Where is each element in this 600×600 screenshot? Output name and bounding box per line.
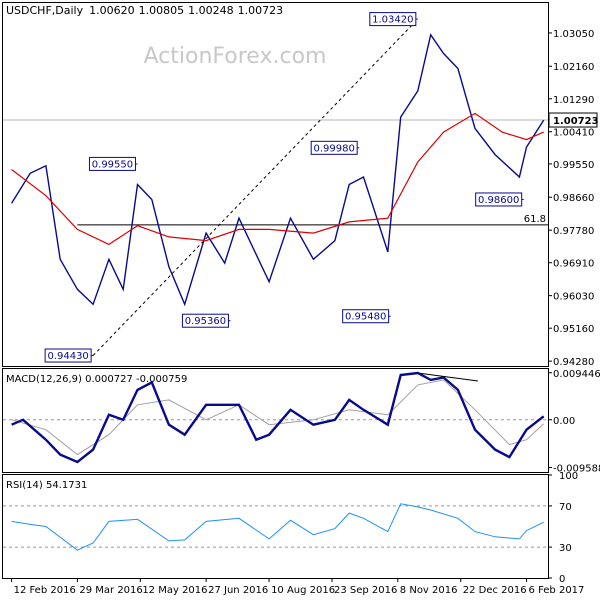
watermark: ActionForex.com: [144, 44, 327, 69]
rsi-axis-label: 0: [559, 574, 565, 585]
price-close-line: [11, 33, 545, 307]
price-layer: 1.03050 1.02160 1.01290 1.00410 0.99550 0.986…: [3, 12, 599, 368]
price-axis-label: 1.00410: [553, 128, 594, 139]
price-label-box: [475, 192, 523, 207]
macd-layer: 0.009446 0.00 -0.009588: [3, 369, 600, 474]
price-axis-label: 0.98660: [553, 193, 594, 204]
rsi-axis-label: 100: [559, 471, 578, 482]
rsi-axis-label: 30: [559, 543, 572, 554]
price-label-text: 0.99980: [314, 143, 355, 154]
price-axis-label: 0.95160: [553, 324, 594, 335]
x-axis-label: 12 Feb 2016: [14, 585, 76, 596]
price-label-text: 1.03420: [372, 15, 413, 26]
price-axis-label: 0.96910: [553, 259, 594, 270]
x-axis-label: 12 May 2016: [142, 585, 207, 596]
rsi-axis-label: 70: [559, 502, 572, 513]
rsi-layer: 100 70 30 0: [3, 471, 578, 585]
chart-header: USDCHF,Daily 1.00620 1.00805 1.00248 1.00723: [6, 4, 283, 17]
price-axis-label: 0.97780: [553, 226, 594, 237]
price-axis-label: 0.99550: [553, 160, 594, 171]
price-axis-label: 1.01290: [553, 95, 594, 106]
x-axis-label: 27 Jun 2016: [208, 585, 268, 596]
macd-axis-label: 0.009446: [553, 369, 600, 380]
macd-panel-frame: [2, 368, 549, 473]
header-high: 1.00805: [139, 4, 185, 17]
macd-signal-line: [11, 379, 545, 456]
macd-axis-label: -0.009588: [553, 463, 600, 474]
price-label-text: 0.95480: [345, 312, 386, 323]
price-label-box: [88, 156, 136, 171]
header-close: 1.00723: [238, 4, 284, 17]
rsi-panel-frame: [2, 474, 549, 579]
macd-line: [11, 371, 545, 464]
current-price-box: [548, 112, 598, 128]
macd-divergence-line: [417, 372, 478, 382]
price-label-box: [369, 12, 417, 27]
x-axis-label: 29 Mar 2016: [79, 585, 142, 596]
rsi-panel-label: RSI(14) 54.1731: [6, 480, 87, 491]
price-label-text: 0.98600: [478, 195, 519, 206]
x-axis-label: 6 Feb 2017: [529, 585, 585, 596]
price-panel-frame: [2, 2, 549, 367]
header-open: 1.00620: [89, 4, 135, 17]
price-axis-label: 0.94280: [553, 357, 594, 368]
fib-618-label: 61.8: [524, 214, 546, 225]
x-axis-label: 10 Aug 2016: [271, 585, 335, 596]
x-axis-label: 22 Dec 2016: [463, 585, 527, 596]
macd-panel-label: MACD(12,26,9) 0.000727 -0.000759: [6, 374, 187, 385]
header-symbol: USDCHF,Daily: [6, 4, 84, 17]
price-label-text: 0.94430: [47, 351, 88, 362]
current-price-label: 1.00723: [553, 116, 599, 127]
x-axis: 12 Feb 2016 29 Mar 2016 12 May 2016 27 Jun …: [11, 578, 585, 596]
moving-average-line: [11, 112, 544, 246]
price-axis-label: 1.03050: [553, 29, 594, 40]
header-low: 1.00248: [188, 4, 234, 17]
price-axis-label: 0.96030: [553, 292, 594, 303]
price-label-text: 0.95360: [185, 316, 226, 327]
price-axis-label: 1.02160: [553, 62, 594, 73]
price-label-box: [310, 140, 358, 155]
x-axis-label: 8 Nov 2016: [400, 585, 458, 596]
x-axis-label: 23 Sep 2016: [334, 585, 397, 596]
rsi-line: [11, 503, 544, 551]
price-label-box: [181, 313, 229, 328]
price-label-text: 0.99550: [92, 159, 133, 170]
price-label-box: [342, 309, 390, 324]
macd-axis-label: 0.00: [553, 416, 575, 427]
price-label-box: [44, 348, 92, 363]
